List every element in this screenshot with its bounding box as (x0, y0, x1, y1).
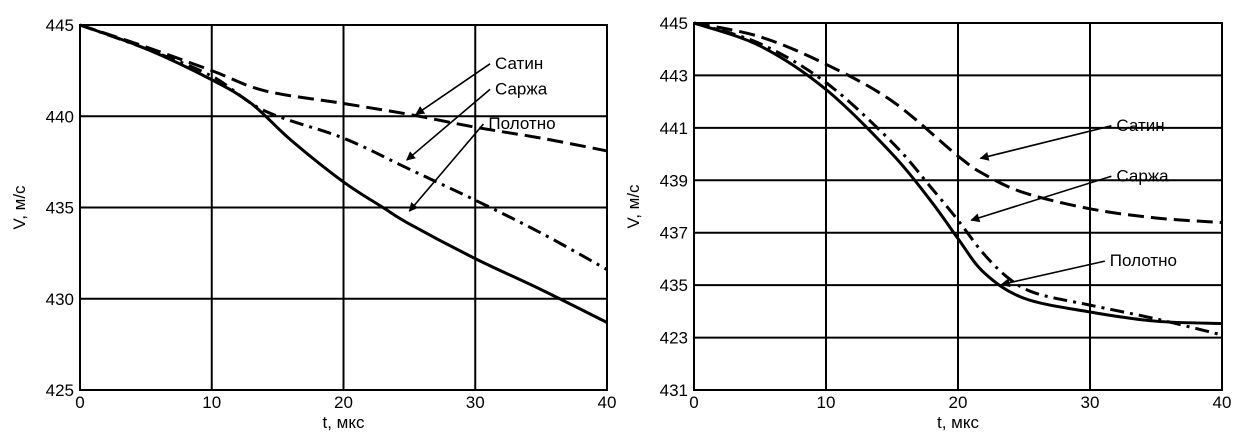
plot-frame (79, 24, 608, 391)
series-annotation-label: Полотно (488, 114, 555, 133)
x-tick-label: 0 (689, 393, 698, 412)
x-axis-label: t, мкс (323, 413, 365, 432)
annotation-arrow (1000, 260, 1105, 288)
series-annotation-label: Сатин (495, 54, 543, 73)
y-tick-label: 423 (660, 329, 688, 348)
x-tick-label: 20 (334, 393, 353, 412)
x-tick-label: 30 (466, 393, 485, 412)
series-line (79, 23, 608, 153)
series-line (79, 23, 608, 324)
annotation-arrow (415, 63, 491, 116)
x-tick-label: 20 (949, 393, 968, 412)
y-tick-label: 425 (46, 381, 74, 400)
plot-frame (693, 22, 1223, 391)
y-tick-label: 443 (660, 66, 688, 85)
annotation-arrow (408, 123, 485, 212)
y-tick-label: 440 (46, 107, 74, 126)
y-tick-label: 445 (660, 14, 688, 33)
y-axis-label: V, м/с (624, 184, 643, 229)
series-line (693, 21, 1223, 325)
series-line (693, 21, 1223, 225)
series-annotation-label: Саржа (1116, 166, 1169, 185)
x-tick-label: 30 (1081, 393, 1100, 412)
y-tick-label: 430 (46, 290, 74, 309)
y-tick-label: 431 (660, 381, 688, 400)
y-tick-label: 437 (660, 224, 688, 243)
y-tick-label: 435 (660, 276, 688, 295)
annotation-arrow (970, 175, 1112, 223)
y-axis-label: V, м/с (10, 185, 29, 230)
series-line (693, 21, 1223, 337)
series-annotation-label: Саржа (495, 79, 548, 98)
x-tick-label: 40 (1213, 393, 1232, 412)
x-tick-label: 10 (817, 393, 836, 412)
annotation-arrow (406, 88, 491, 161)
series-annotation-label: Сатин (1116, 116, 1164, 135)
x-tick-label: 40 (598, 393, 617, 412)
annotation-arrow (979, 125, 1112, 161)
x-axis-label: t, мкс (937, 413, 979, 432)
y-tick-label: 441 (660, 119, 688, 138)
chart-right: 0 10 20 30 40 431 423 435 437 439 441 443 445 t, мкс V… (624, 14, 1231, 432)
x-tick-label: 0 (75, 393, 84, 412)
series-annotation-label: Полотно (1110, 251, 1177, 270)
y-tick-label: 435 (46, 199, 74, 218)
y-tick-label: 439 (660, 171, 688, 190)
y-tick-label: 445 (46, 16, 74, 35)
chart-left: 0 10 20 30 40 425 430 435 440 445 t, мкс V, м/с Сати… (10, 16, 616, 432)
x-tick-label: 10 (202, 393, 221, 412)
